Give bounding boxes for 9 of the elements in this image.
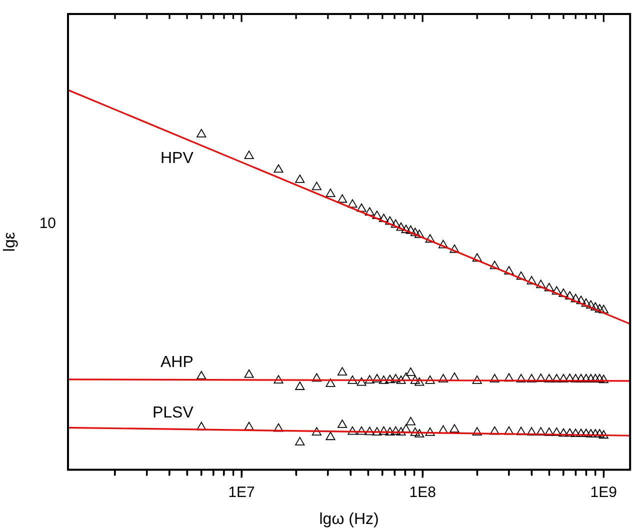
y-axis-title: lgε — [1, 232, 18, 252]
series-label: PLSV — [152, 404, 194, 422]
series-label: AHP — [160, 354, 194, 371]
x-tick-label: 1E7 — [228, 484, 255, 501]
x-tick-label: 1E8 — [409, 484, 436, 501]
text: 10 — [39, 214, 56, 232]
x-tick-label: 1E9 — [590, 484, 617, 501]
series-label: HPV — [160, 150, 194, 167]
x-axis-title: lgω (Hz) — [319, 510, 379, 528]
